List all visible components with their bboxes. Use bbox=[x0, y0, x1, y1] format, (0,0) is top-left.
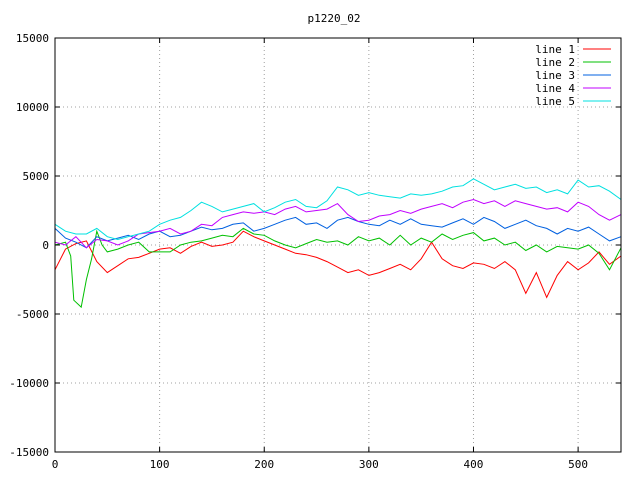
y-tick-label: 15000 bbox=[16, 32, 49, 45]
legend-label: line 1 bbox=[535, 43, 575, 56]
axis-ticks: 0 100 200 300 400 500 -15000 -10000 -5000 0 5000 10… bbox=[9, 32, 621, 471]
y-tick-label: 5000 bbox=[23, 170, 50, 183]
y-tick-label: -5000 bbox=[16, 308, 49, 321]
series-line-5 bbox=[54, 178, 622, 241]
series-line-2 bbox=[54, 227, 622, 309]
chart-title: p1220_02 bbox=[308, 12, 361, 25]
grid bbox=[55, 38, 621, 452]
legend-label: line 2 bbox=[535, 56, 575, 69]
y-tick-label: 0 bbox=[42, 239, 49, 252]
x-tick-label: 100 bbox=[150, 458, 170, 471]
y-tick-label: -10000 bbox=[9, 377, 49, 390]
x-tick-label: 0 bbox=[52, 458, 59, 471]
legend-label: line 4 bbox=[535, 82, 575, 95]
series-line-1 bbox=[54, 230, 622, 299]
x-tick-label: 200 bbox=[254, 458, 274, 471]
y-tick-label: 10000 bbox=[16, 101, 49, 114]
x-tick-label: 300 bbox=[359, 458, 379, 471]
series-lines bbox=[54, 178, 622, 309]
legend-label: line 3 bbox=[535, 69, 575, 82]
legend-label: line 5 bbox=[535, 95, 575, 108]
y-tick-label: -15000 bbox=[9, 446, 49, 459]
x-tick-label: 500 bbox=[568, 458, 588, 471]
x-tick-label: 400 bbox=[464, 458, 484, 471]
series-line-4 bbox=[54, 198, 622, 249]
series-line-3 bbox=[54, 216, 622, 249]
